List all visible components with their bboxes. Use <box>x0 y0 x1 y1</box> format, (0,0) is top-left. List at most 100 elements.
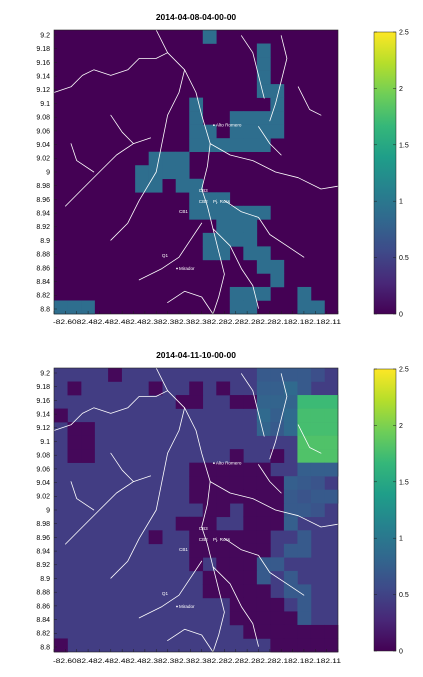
heatmap-cell <box>216 570 231 585</box>
colorbar-tick-label: 2.5 <box>399 30 409 37</box>
heatmap-cell <box>324 435 339 450</box>
heatmap-cell <box>270 516 285 531</box>
heatmap-cell <box>229 138 244 153</box>
heatmap-cell <box>310 449 325 463</box>
heatmap-cell <box>243 395 258 409</box>
heatmap-cell <box>297 435 312 450</box>
heatmap-cell <box>256 543 271 558</box>
y-tick-label: 9.04 <box>36 480 50 487</box>
heatmap-cell <box>67 300 82 315</box>
heatmap-cell <box>297 381 312 396</box>
y-tick-label: 9 <box>46 507 50 514</box>
heatmap-cell <box>229 530 244 545</box>
heatmap-cell <box>297 638 312 653</box>
heatmap-cell <box>256 381 271 396</box>
heatmap-cell <box>256 84 271 98</box>
heatmap-cell <box>270 624 285 639</box>
heatmap-cell <box>256 138 271 153</box>
heatmap-cell <box>135 165 149 180</box>
heatmap-cell <box>216 246 231 261</box>
y-tick-label: 8.8 <box>40 644 50 651</box>
heatmap-cell <box>189 462 204 477</box>
heatmap-cell <box>189 516 204 531</box>
heatmap-cell <box>270 449 285 463</box>
heatmap-cell <box>189 111 204 125</box>
river-line <box>297 86 322 116</box>
y-tick-label: 9.08 <box>36 115 50 122</box>
heatmap-cell <box>243 219 258 234</box>
heatmap-cell <box>67 449 82 463</box>
x-tick-labels: -82.6082.482.482.482.482.382.382.382.382… <box>53 658 341 665</box>
heatmap-cell <box>216 489 231 504</box>
heatmap-cell <box>162 165 177 180</box>
river-line <box>269 35 288 122</box>
heatmap-cell <box>256 124 271 139</box>
river-line <box>241 373 265 437</box>
heatmap-cell <box>283 368 298 382</box>
heatmap-cell <box>283 476 298 491</box>
heatmap-cell <box>324 489 339 504</box>
place-label: CB1 <box>179 547 188 552</box>
y-tick-label: 8.96 <box>36 197 50 204</box>
heatmap-cell <box>202 584 217 599</box>
heatmap-cell <box>229 219 244 234</box>
heatmap-cell <box>297 503 312 518</box>
heatmap-cell <box>297 422 312 436</box>
river-network <box>53 29 339 315</box>
place-label: Pj. Ross <box>213 199 231 204</box>
heatmap-cell <box>202 232 217 247</box>
heatmap-cell <box>243 597 258 612</box>
heatmap-cell <box>256 530 271 545</box>
heatmap-cell <box>243 138 258 153</box>
place-label: Mirador <box>179 604 195 609</box>
river-line <box>53 390 168 431</box>
heatmap-cell <box>202 570 217 585</box>
place-label: Pj. Ross <box>213 537 231 542</box>
heatmap-cell <box>256 111 271 125</box>
colorbar-tick-label: 2 <box>399 423 403 430</box>
y-tick-label: 8.88 <box>36 252 50 259</box>
y-tick-label: 9 <box>46 169 50 176</box>
river-line <box>224 200 305 258</box>
river-line <box>110 69 185 241</box>
heatmap-cell <box>202 462 217 477</box>
y-tick-label: 8.88 <box>36 590 50 597</box>
heatmap-cell <box>189 395 204 409</box>
y-tick-label: 9.06 <box>36 466 50 473</box>
heatmap-cell <box>216 192 231 207</box>
heatmap-cells <box>54 368 339 653</box>
river-line <box>224 538 305 596</box>
heatmap-cell <box>283 395 298 409</box>
heatmap-cell <box>189 489 204 504</box>
y-tick-label: 9.16 <box>36 60 50 67</box>
heatmap-cell <box>297 449 312 463</box>
y-tick-label: 9.18 <box>36 46 50 53</box>
y-tick-label: 9.06 <box>36 128 50 135</box>
heatmap-cell <box>81 435 95 450</box>
heatmap-cell <box>270 422 285 436</box>
y-tick-label: 9.18 <box>36 384 50 391</box>
heatmap-cell <box>189 205 204 220</box>
colorbar-tick-label: 1.5 <box>399 142 409 149</box>
heatmap-cell <box>229 462 244 477</box>
place-label: Alto Romero <box>216 461 242 466</box>
heatmap-cell <box>270 259 285 274</box>
heatmap-cell <box>202 124 217 139</box>
heatmap-cell <box>310 435 325 450</box>
heatmap-cell <box>216 557 231 572</box>
colorbar-tick-label: 0 <box>399 312 403 319</box>
heatmap-cell <box>297 300 312 315</box>
heatmap-cell <box>175 178 190 193</box>
heatmap-cell <box>256 476 271 491</box>
heatmap-cell <box>270 638 285 653</box>
heatmap-cell <box>189 178 204 193</box>
heatmap-cell <box>324 422 339 436</box>
heatmap-cell <box>189 381 204 396</box>
y-tick-label: 8.86 <box>36 265 50 272</box>
heatmap-cell <box>148 178 163 193</box>
heatmap-cell <box>270 489 285 504</box>
heatmap-cell <box>297 408 312 423</box>
heatmap-cell <box>256 246 271 261</box>
heatmap-cell <box>67 435 82 450</box>
heatmap-cell <box>148 381 163 396</box>
